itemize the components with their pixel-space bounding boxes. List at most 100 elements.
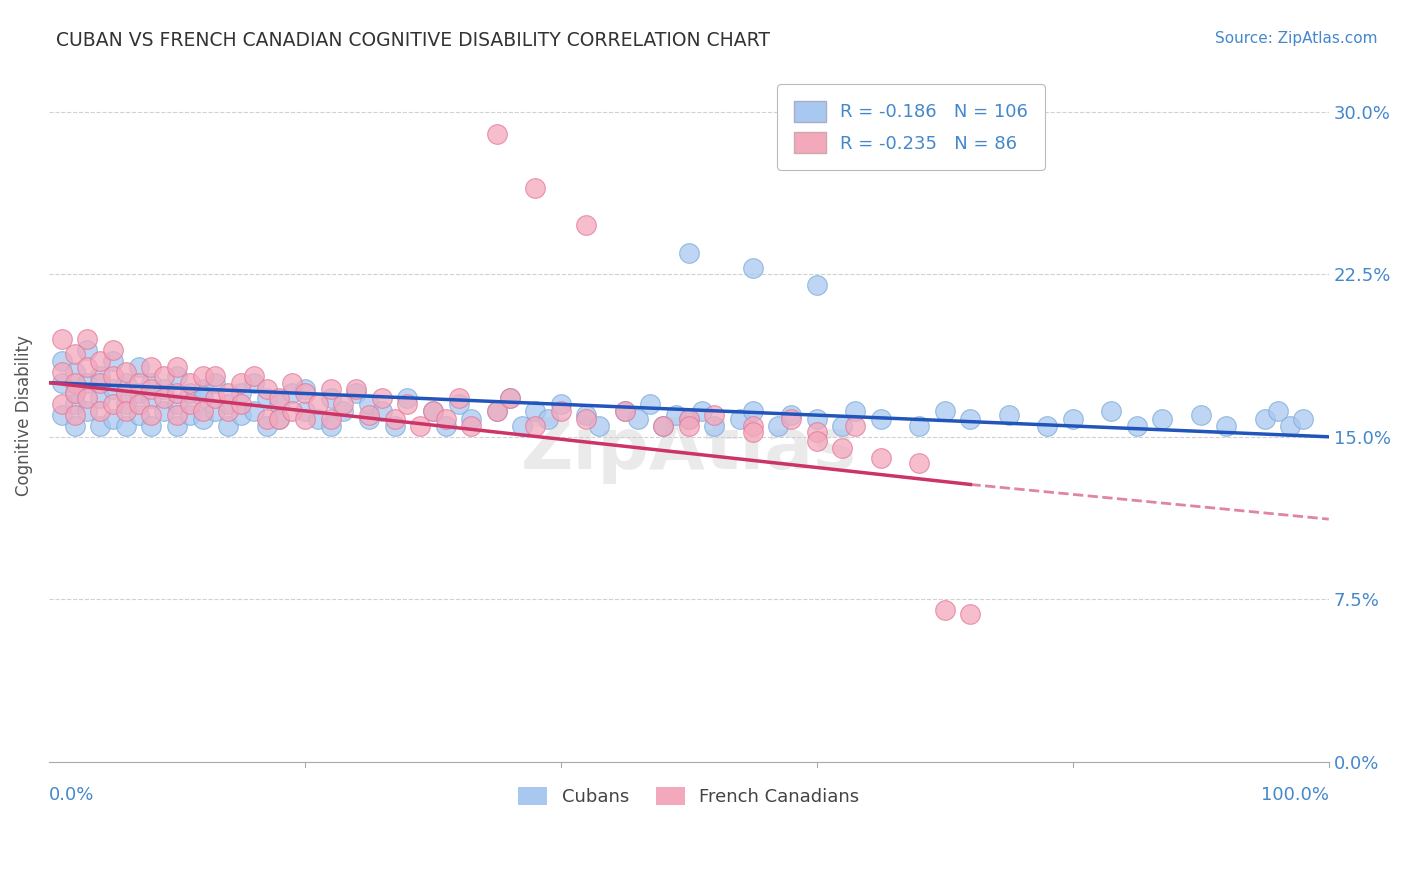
Point xyxy=(370,391,392,405)
Text: 100.0%: 100.0% xyxy=(1261,786,1329,804)
Point xyxy=(499,391,522,405)
Point xyxy=(678,419,700,434)
Point xyxy=(294,412,316,426)
Point xyxy=(269,412,291,426)
Point xyxy=(485,127,508,141)
Point xyxy=(1126,419,1149,434)
Point xyxy=(575,408,598,422)
Point xyxy=(51,354,73,368)
Point xyxy=(690,404,713,418)
Point xyxy=(575,412,598,426)
Point xyxy=(524,419,547,434)
Point xyxy=(128,386,150,401)
Point xyxy=(281,404,304,418)
Point xyxy=(1292,412,1315,426)
Point xyxy=(575,218,598,232)
Point xyxy=(256,419,278,434)
Point xyxy=(959,607,981,622)
Point xyxy=(1267,404,1289,418)
Point xyxy=(229,408,252,422)
Point xyxy=(908,456,931,470)
Point xyxy=(191,382,214,396)
Point xyxy=(844,404,866,418)
Point xyxy=(550,404,572,418)
Point xyxy=(524,180,547,194)
Point xyxy=(434,419,457,434)
Point xyxy=(908,419,931,434)
Point xyxy=(141,391,163,405)
Point xyxy=(281,376,304,390)
Point xyxy=(141,408,163,422)
Point xyxy=(806,278,828,293)
Point xyxy=(370,404,392,418)
Point xyxy=(76,343,98,358)
Point xyxy=(166,369,188,384)
Point xyxy=(434,412,457,426)
Point xyxy=(269,397,291,411)
Point xyxy=(191,412,214,426)
Point xyxy=(128,397,150,411)
Point xyxy=(179,376,201,390)
Point xyxy=(229,386,252,401)
Point xyxy=(460,412,482,426)
Point xyxy=(678,245,700,260)
Point xyxy=(114,419,136,434)
Point xyxy=(229,397,252,411)
Point xyxy=(447,391,470,405)
Point xyxy=(166,386,188,401)
Point xyxy=(101,382,124,396)
Point xyxy=(357,397,380,411)
Point xyxy=(741,425,763,440)
Point xyxy=(141,382,163,396)
Point xyxy=(141,360,163,375)
Point xyxy=(294,382,316,396)
Point xyxy=(101,412,124,426)
Point xyxy=(101,397,124,411)
Point xyxy=(166,408,188,422)
Text: Source: ZipAtlas.com: Source: ZipAtlas.com xyxy=(1215,31,1378,46)
Text: 0.0%: 0.0% xyxy=(49,786,94,804)
Point xyxy=(319,382,342,396)
Point xyxy=(959,412,981,426)
Point xyxy=(934,603,956,617)
Point xyxy=(768,419,790,434)
Point xyxy=(307,397,329,411)
Point xyxy=(550,397,572,411)
Point xyxy=(204,369,226,384)
Point xyxy=(294,386,316,401)
Point xyxy=(63,376,86,390)
Point xyxy=(76,404,98,418)
Point xyxy=(191,369,214,384)
Point xyxy=(640,397,662,411)
Point xyxy=(422,404,444,418)
Point xyxy=(89,369,111,384)
Point xyxy=(101,369,124,384)
Point xyxy=(703,419,725,434)
Point xyxy=(217,419,239,434)
Point xyxy=(63,386,86,401)
Point xyxy=(678,412,700,426)
Point xyxy=(613,404,636,418)
Point xyxy=(384,419,406,434)
Point xyxy=(319,391,342,405)
Point xyxy=(256,412,278,426)
Point xyxy=(460,419,482,434)
Point xyxy=(319,412,342,426)
Text: CUBAN VS FRENCH CANADIAN COGNITIVE DISABILITY CORRELATION CHART: CUBAN VS FRENCH CANADIAN COGNITIVE DISAB… xyxy=(56,31,770,50)
Point xyxy=(831,419,853,434)
Point xyxy=(166,419,188,434)
Legend: Cubans, French Canadians: Cubans, French Canadians xyxy=(509,778,869,815)
Point xyxy=(204,404,226,418)
Point xyxy=(869,451,891,466)
Point xyxy=(217,404,239,418)
Point xyxy=(332,404,354,418)
Point xyxy=(256,382,278,396)
Point xyxy=(204,391,226,405)
Point xyxy=(51,376,73,390)
Point xyxy=(114,386,136,401)
Point xyxy=(806,434,828,449)
Point xyxy=(332,397,354,411)
Point xyxy=(1189,408,1212,422)
Point xyxy=(128,408,150,422)
Point xyxy=(76,391,98,405)
